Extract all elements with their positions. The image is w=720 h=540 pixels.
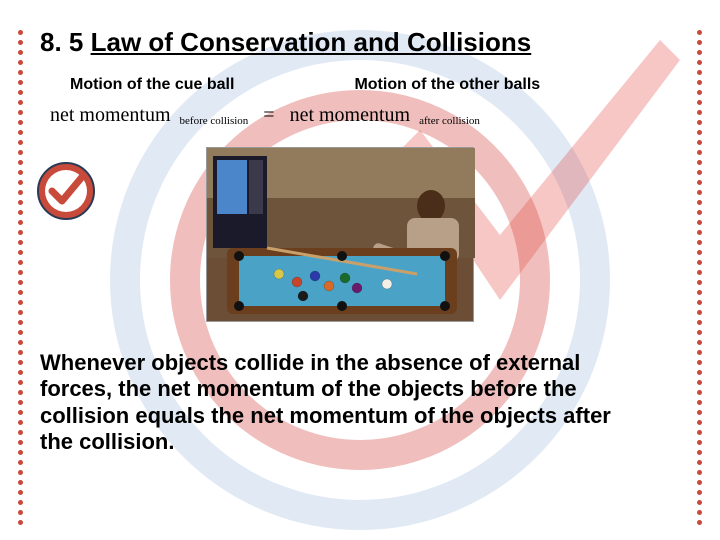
subhead-left: Motion of the cue ball (70, 76, 234, 94)
pool-table-image (206, 147, 474, 322)
title-text: Law of Conservation and Collisions (91, 27, 532, 57)
eq-rhs-sub: after collision (415, 115, 480, 127)
eq-lhs-sub: before collision (176, 115, 249, 127)
section-number: 8. 5 (40, 27, 83, 57)
middle-row (40, 147, 680, 322)
slide-content: 8. 5 Law of Conservation and Collisions … (0, 0, 720, 475)
subhead-right: Motion of the other balls (354, 76, 540, 94)
subheading-row: Motion of the cue ball Motion of the oth… (40, 76, 680, 94)
eq-rhs-main: net momentum (290, 104, 411, 126)
slide-title: 8. 5 Law of Conservation and Collisions (40, 28, 680, 58)
checkmark-badge-icon (36, 161, 96, 221)
momentum-equation: net momentum before collision = net mome… (40, 104, 680, 127)
summary-text: Whenever objects collide in the absence … (40, 350, 620, 456)
eq-lhs-main: net momentum (50, 104, 171, 126)
eq-sign: = (263, 104, 274, 126)
